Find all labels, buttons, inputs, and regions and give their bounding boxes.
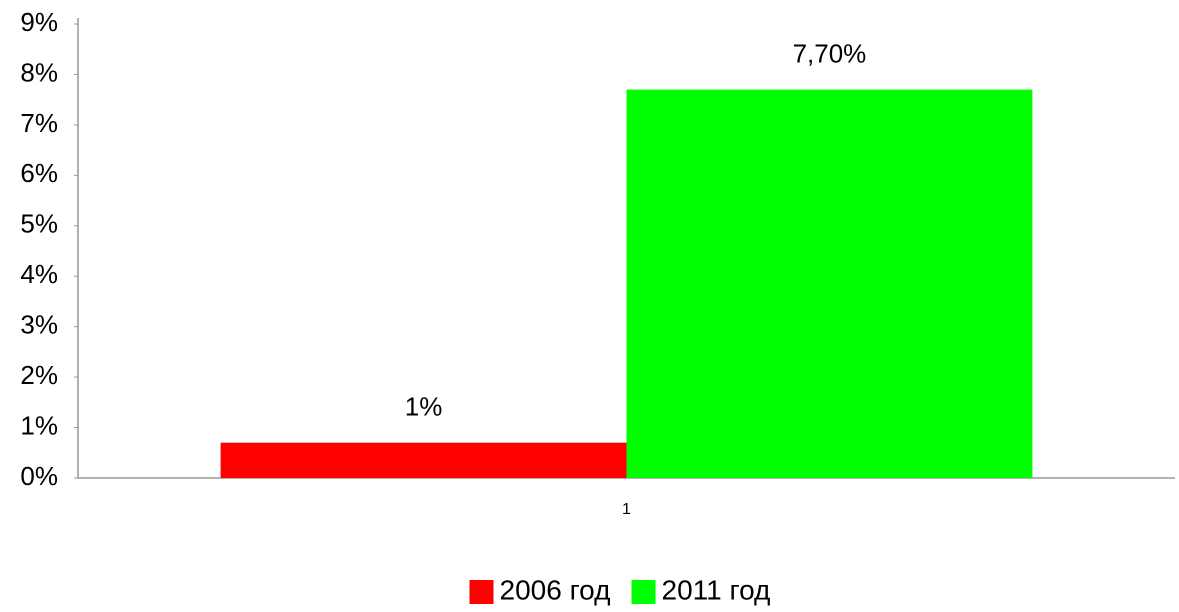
legend-label: 2011 год — [662, 574, 771, 605]
y-tick-label: 8% — [20, 57, 58, 87]
y-tick-label: 9% — [20, 7, 58, 37]
legend-swatch — [469, 580, 494, 604]
y-tick-label: 0% — [20, 461, 58, 491]
y-tick-label: 1% — [20, 410, 58, 440]
legend-label: 2006 год — [500, 574, 611, 605]
value-label: 7,70% — [793, 38, 867, 68]
y-tick-label: 7% — [20, 108, 58, 138]
x-tick-label: 1 — [622, 501, 631, 518]
y-tick-label: 5% — [20, 209, 58, 239]
y-tick-label: 2% — [20, 360, 58, 390]
value-label: 1% — [405, 392, 443, 422]
bar — [220, 442, 627, 478]
y-tick-label: 4% — [20, 259, 58, 289]
y-tick-label: 3% — [20, 310, 58, 340]
bar — [626, 89, 1033, 479]
y-tick-label: 6% — [20, 158, 58, 188]
legend-swatch — [631, 580, 656, 604]
